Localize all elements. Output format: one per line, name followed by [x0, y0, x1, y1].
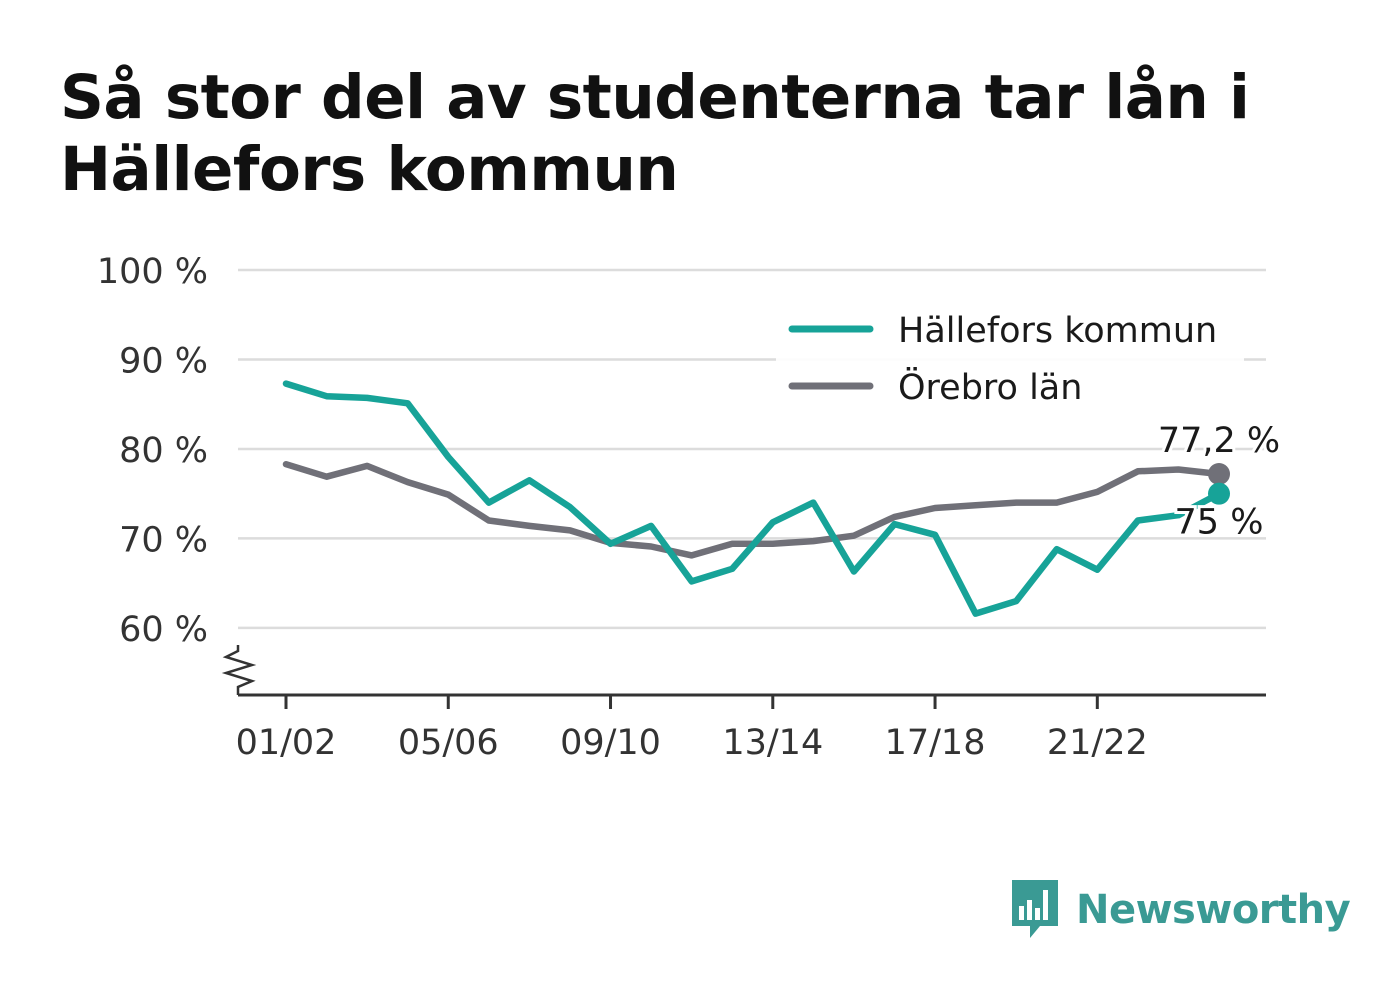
- y-tick-label: 70 %: [119, 520, 208, 560]
- y-tick-label: 80 %: [119, 431, 208, 471]
- legend-box: [776, 300, 1244, 418]
- brand-name: Newsworthy: [1076, 887, 1351, 933]
- x-tick-label: 09/10: [560, 723, 661, 763]
- y-tick-label: 100 %: [97, 252, 208, 292]
- series-line: [282, 380, 1223, 617]
- chart-title: Så stor del av studenterna tar lån i Häl…: [60, 62, 1250, 205]
- legend: Hällefors kommun Örebro län: [776, 300, 1244, 418]
- x-tick-label: 17/18: [885, 723, 986, 763]
- series-end-point: [1208, 463, 1230, 485]
- newsworthy-logo: Newsworthy: [1010, 878, 1351, 942]
- x-tick-label: 21/22: [1047, 723, 1148, 763]
- series-lines: [282, 380, 1230, 617]
- x-tick-label: 05/06: [398, 723, 499, 763]
- x-tick-label: 13/14: [722, 723, 823, 763]
- end-labels: 77,2 % 75 %: [1155, 418, 1283, 546]
- y-tick-label: 90 %: [119, 341, 208, 381]
- y-tick-label: 60 %: [119, 610, 208, 650]
- legend-label: Örebro län: [898, 366, 1082, 408]
- legend-label: Hällefors kommun: [898, 311, 1217, 351]
- x-axis: 01/02 05/06 09/10 13/14 17/18 21/22: [221, 645, 1266, 763]
- end-label-orebro: 77,2 %: [1158, 421, 1280, 461]
- y-axis-ticks: 60 % 70 % 80 % 90 % 100 %: [97, 252, 208, 650]
- end-label-hallefors: 75 %: [1175, 503, 1264, 543]
- x-tick-label: 01/02: [236, 723, 337, 763]
- axis-break-icon: [221, 645, 257, 695]
- series-end-point: [1208, 482, 1230, 505]
- bar-chart-speech-bubble-icon: [1012, 880, 1058, 938]
